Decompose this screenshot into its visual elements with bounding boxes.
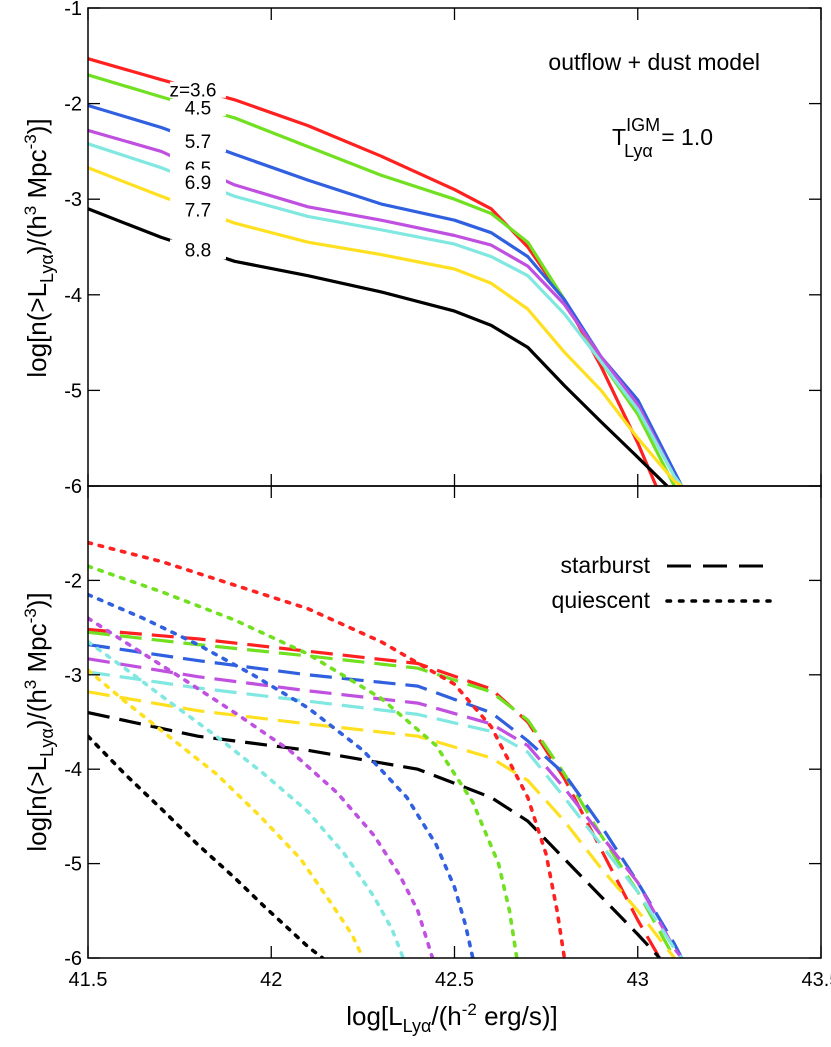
x-axis-title: log[LLyα/(h-2 erg/s)] xyxy=(346,1000,558,1036)
series-gap-z-5-7 xyxy=(169,129,226,153)
series-line-bottom-quiescent-z-3-6 xyxy=(88,540,567,958)
y-tick-label-bottom: -5 xyxy=(64,854,82,876)
top-axis-ticks: -6 -5 -4 -3 -2 -1 xyxy=(64,0,822,498)
series-line-bottom-starburst-z-8-8 xyxy=(88,711,661,958)
series-line-bottom-quiescent-z-5-7 xyxy=(88,592,475,958)
series-label-z-7-7: 7.7 xyxy=(185,201,211,222)
x-tick-label-bottom: 43 xyxy=(627,969,649,991)
series-line-top-z-5-7 xyxy=(88,103,684,486)
y-tick-label-bottom: -6 xyxy=(64,948,82,970)
series-line-bottom-quiescent-z-6-9 xyxy=(88,639,406,958)
series-line-bottom-starburst-z-6-5 xyxy=(88,657,683,958)
series-gap-z-4-5 xyxy=(169,98,226,116)
series-label-z-4-5: 4.5 xyxy=(185,98,211,119)
series-line-bottom-starburst-z-3-6 xyxy=(88,627,662,958)
series-line-bottom-starburst-z-5-7 xyxy=(88,643,684,958)
t-igm-annotation: TIGM Lyα = 1.0 xyxy=(612,115,713,161)
bottom-y-axis-title: log[n(>LLyα)/(h3 Mpc-3)] xyxy=(21,592,57,851)
series-label-z-8-8: 8.8 xyxy=(185,240,211,261)
legend-label-starburst: starburst xyxy=(561,552,651,578)
legend-label-quiescent: quiescent xyxy=(552,587,651,613)
top-panel: -6-5-4-3-2-1 z=3.64.55.76.56.97.78.8 out… xyxy=(21,0,822,498)
y-tick-label-top: -1 xyxy=(64,0,82,20)
series-line-bottom-quiescent-z-4-5 xyxy=(88,564,519,958)
y-tick-label-top: -3 xyxy=(64,189,82,211)
series-gap-z-6-9 xyxy=(169,169,226,195)
series-gap-z-7-7 xyxy=(169,198,226,222)
series-line-bottom-starburst-z-7-7 xyxy=(88,690,676,958)
series-line-top-z-3-6 xyxy=(88,57,658,486)
series-label-z-6-9: 6.9 xyxy=(185,173,211,194)
y-tick-label-top: -4 xyxy=(64,285,82,307)
y-tick-label-top: -5 xyxy=(64,380,82,402)
top-y-axis-title: log[n(>LLyα)/(h3 Mpc-3)] xyxy=(21,118,57,377)
y-tick-label-top: -2 xyxy=(64,94,82,116)
x-tick-label-bottom: 42 xyxy=(260,969,282,991)
bottom-axis-ticks: -6 -5 -4 -3 -2 41.5 42 42.5 43 43.5 xyxy=(64,486,831,991)
series-label-z-5-7: 5.7 xyxy=(185,132,211,153)
x-tick-label-bottom: 42.5 xyxy=(435,969,474,991)
series-line-top-z-6-5 xyxy=(88,128,683,486)
top-series-group xyxy=(88,57,684,486)
bottom-series-group xyxy=(88,540,684,958)
series-gap-z-8-8 xyxy=(169,239,226,260)
legend: starburst quiescent xyxy=(552,552,772,613)
top-series-labels: z=3.64.55.76.56.97.78.8 xyxy=(169,81,226,261)
bottom-panel: -6 -5 -4 -3 -2 41.5 42 42.5 43 43.5 starburst qui… xyxy=(21,485,831,1036)
y-tick-label-bottom: -2 xyxy=(64,570,82,592)
series-line-bottom-starburst-z-4-5 xyxy=(88,630,676,958)
y-tick-label-bottom: -3 xyxy=(64,665,82,687)
series-gap-z-3-6 xyxy=(169,81,226,98)
y-tick-label-bottom: -4 xyxy=(64,759,82,781)
series-line-bottom-starburst-z-6-9 xyxy=(88,670,683,958)
series-line-top-z-6-9 xyxy=(88,142,683,486)
series-line-top-z-7-7 xyxy=(88,166,683,486)
series-label-z-3-6: z=3.6 xyxy=(169,81,216,102)
x-tick-label-bottom: 41.5 xyxy=(69,969,108,991)
x-tick-label-bottom: 43.5 xyxy=(802,969,831,991)
model-annotation: outflow + dust model xyxy=(548,49,760,75)
series-line-bottom-quiescent-z-8-8 xyxy=(88,734,325,958)
y-tick-label-top: -6 xyxy=(64,476,82,498)
